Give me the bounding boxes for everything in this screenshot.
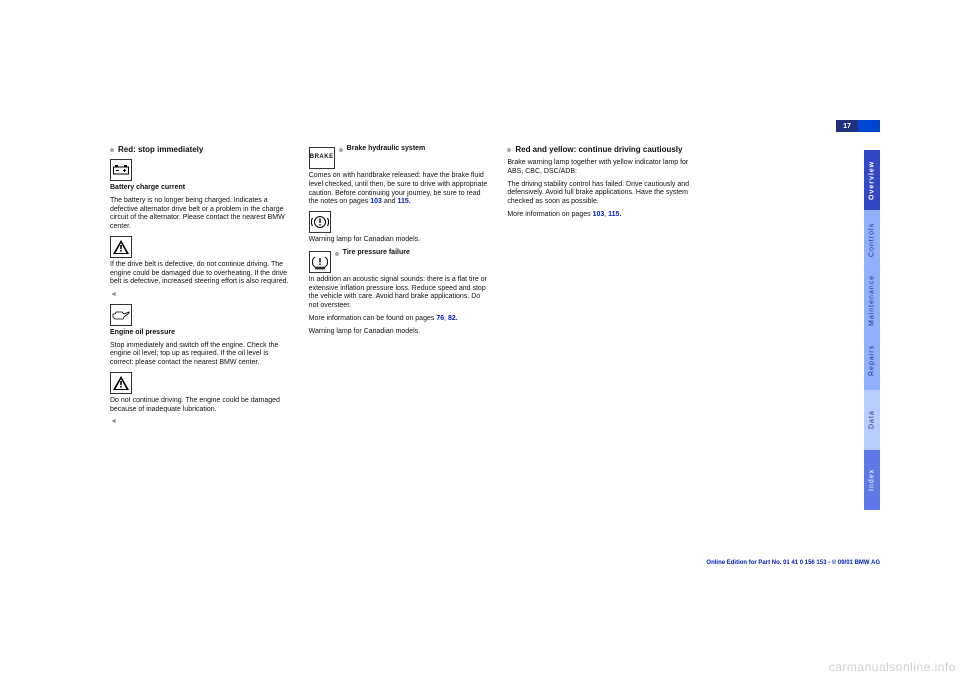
tire-more: More information can be found on pages 7… xyxy=(309,315,492,324)
tire-body: In addition an acoustic signal sounds: t… xyxy=(309,276,492,311)
battery-body: The battery is no longer being charged. … xyxy=(110,197,293,232)
heading-red-stop: Red: stop immediately xyxy=(110,145,293,155)
tab-maintenance[interactable]: Maintenance xyxy=(864,270,880,330)
page-ref-link[interactable]: 115. xyxy=(608,211,621,218)
page-ref-link[interactable]: 76 xyxy=(436,315,444,322)
col3-body3: More information on pages 103, 115. xyxy=(507,211,690,220)
page-ref-link[interactable]: 103 xyxy=(593,211,605,218)
battery-title: Battery charge current xyxy=(110,184,293,193)
page-number: 17 xyxy=(836,120,858,132)
warning-triangle-icon xyxy=(110,372,132,394)
section-end-arrow: ◄ xyxy=(110,418,293,427)
tab-repairs[interactable]: Repairs xyxy=(864,330,880,390)
column-2: BRAKE Brake hydraulic system Comes on wi… xyxy=(309,145,492,431)
page-ref-link[interactable]: 115. xyxy=(397,198,410,205)
section-end-arrow: ◄ xyxy=(110,291,293,300)
tab-data[interactable]: Data xyxy=(864,390,880,450)
tire-canada-note: Warning lamp for Canadian models. xyxy=(309,328,492,337)
battery-warning: If the drive belt is defective, do not c… xyxy=(110,261,293,287)
oil-can-icon xyxy=(110,304,132,326)
col3-body2: The driving stability control has failed… xyxy=(507,181,690,207)
tab-overview[interactable]: Overview xyxy=(864,150,880,210)
tab-controls[interactable]: Controls xyxy=(864,210,880,270)
col3-body1: Brake warning lamp together with yellow … xyxy=(507,159,690,177)
tire-pressure-icon xyxy=(309,251,331,273)
oil-body: Stop immediately and switch off the engi… xyxy=(110,342,293,368)
page-ref-link[interactable]: 82. xyxy=(448,315,458,322)
page-number-bar: 17 xyxy=(836,120,880,132)
page-ref-link[interactable]: 103 xyxy=(370,198,382,205)
manual-page: 17 Red: stop immediately Battery charge … xyxy=(80,120,880,560)
brake-body: Comes on with handbrake released: have t… xyxy=(309,172,492,207)
oil-warning: Do not continue driving. The engine coul… xyxy=(110,397,293,415)
brake-text-icon: BRAKE xyxy=(309,147,335,169)
page-number-accent xyxy=(858,120,880,132)
column-3: Red and yellow: continue driving cautiou… xyxy=(507,145,690,431)
side-nav-tabs: Overview Controls Maintenance Repairs Da… xyxy=(864,150,880,510)
oil-title: Engine oil pressure xyxy=(110,329,293,338)
tab-index[interactable]: Index xyxy=(864,450,880,510)
column-1: Red: stop immediately Battery charge cur… xyxy=(110,145,293,431)
brake-canada-note: Warning lamp for Canadian models. xyxy=(309,236,492,245)
brake-title: Brake hydraulic system xyxy=(347,145,492,154)
warning-triangle-icon xyxy=(110,236,132,258)
edition-footer: Online Edition for Part No. 01 41 0 156 … xyxy=(706,560,880,566)
tire-title: Tire pressure failure xyxy=(343,249,492,258)
brake-circle-icon xyxy=(309,211,331,233)
heading-red-yellow: Red and yellow: continue driving cautiou… xyxy=(507,145,690,155)
content-columns: Red: stop immediately Battery charge cur… xyxy=(110,145,690,431)
battery-icon xyxy=(110,159,132,181)
source-watermark: carmanualsonline.info xyxy=(829,660,956,674)
